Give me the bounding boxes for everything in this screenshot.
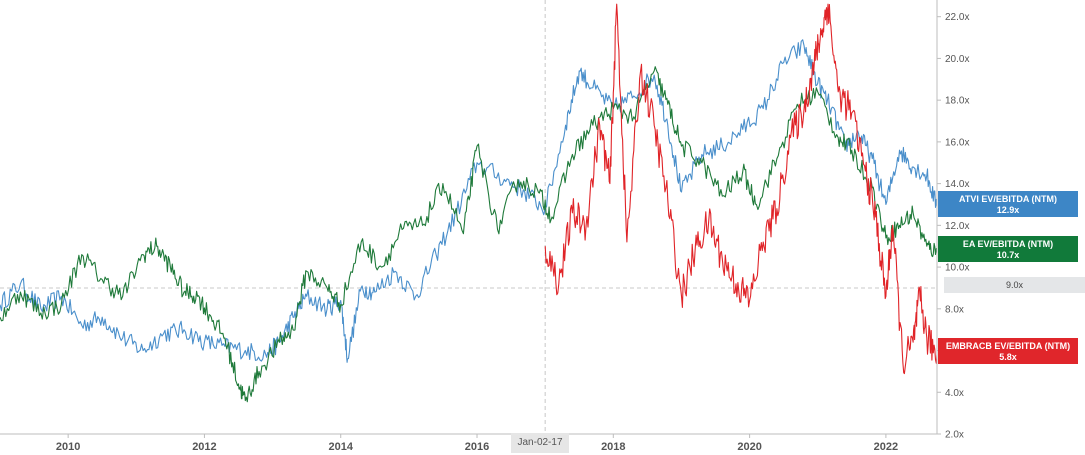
y-tick-label: 8.0x	[945, 304, 964, 315]
y-tick-label: 18.0x	[945, 96, 969, 107]
embracb-last-value-tag: EMBRACB EV/EBITDA (NTM) 5.8x	[938, 338, 1078, 364]
x-tick-label: 2018	[601, 441, 625, 453]
y-tick-label: 16.0x	[945, 137, 969, 148]
ea-last-value-tag: EA EV/EBITDA (NTM) 10.7x	[938, 236, 1078, 262]
y-tick-label: 12.0x	[945, 221, 969, 232]
crosshair-date-label: Jan-02-17	[511, 433, 569, 453]
x-tick-label: 2022	[874, 441, 898, 453]
y-tick-label: 10.0x	[945, 263, 969, 274]
series-line-3	[544, 3, 938, 375]
series-layer	[0, 3, 938, 403]
atvi-last-value: 12.9x	[996, 205, 1020, 215]
reference-line-label: 9.0x	[944, 277, 1085, 293]
x-tick-label: 2012	[192, 441, 216, 453]
y-tick-label: 14.0x	[945, 179, 969, 190]
series-line-2	[0, 66, 938, 403]
y-tick-label: 20.0x	[945, 54, 969, 65]
ea-series-name: EA EV/EBITDA (NTM)	[962, 239, 1054, 249]
atvi-last-value-tag: ATVI EV/EBITDA (NTM) 12.9x	[938, 191, 1078, 217]
reference-layer	[0, 0, 937, 434]
atvi-series-name: ATVI EV/EBITDA (NTM)	[959, 194, 1057, 204]
axis-layer: 2.0x4.0x6.0x8.0x10.0x12.0x14.0x16.0x18.0…	[0, 0, 969, 453]
embracb-series-name: EMBRACB EV/EBITDA (NTM)	[945, 341, 1071, 351]
x-tick-label: 2016	[465, 441, 489, 453]
x-tick-label: 2020	[737, 441, 761, 453]
series-line-1	[0, 39, 938, 363]
x-tick-label: 2010	[56, 441, 80, 453]
x-tick-label: 2014	[328, 441, 353, 453]
y-tick-label: 4.0x	[945, 388, 964, 399]
ea-last-value: 10.7x	[996, 250, 1020, 260]
y-tick-label: 2.0x	[945, 430, 964, 441]
y-tick-label: 22.0x	[945, 12, 969, 23]
embracb-last-value: 5.8x	[999, 352, 1017, 362]
